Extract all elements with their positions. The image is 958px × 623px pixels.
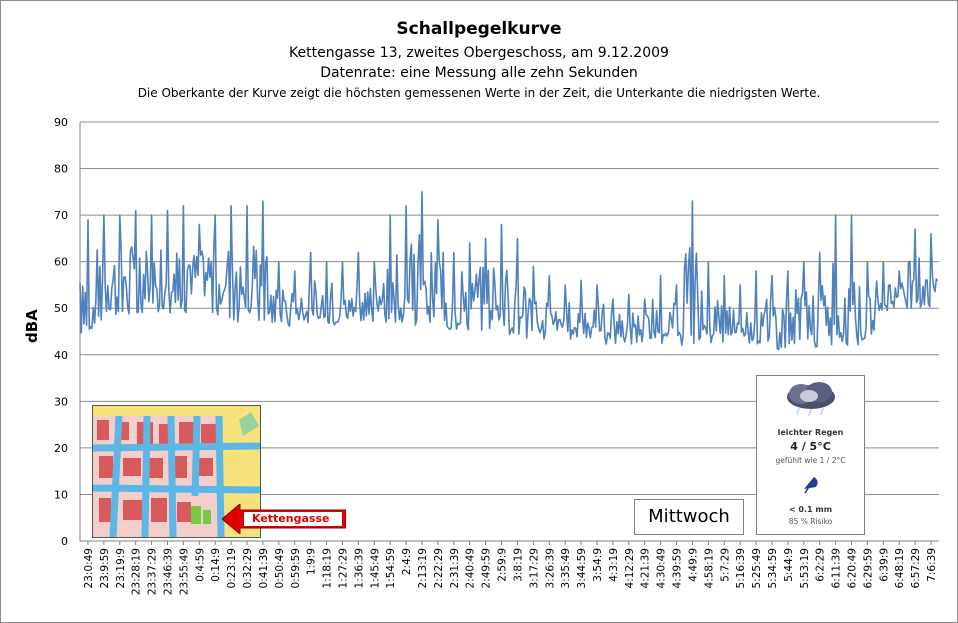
x-tick-label: 2:49:59 (481, 548, 493, 588)
inset-map (92, 405, 261, 538)
weather-risk: 85 % Risiko (788, 517, 833, 526)
chart-subtitle-2: Datenrate: eine Messung alle zehn Sekund… (320, 65, 638, 81)
x-tick-label: 23:46:39 (162, 548, 174, 595)
weather-feels-like: gefühlt wie 1 / 2°C (775, 456, 846, 465)
x-tick-label: 1:9:9 (306, 548, 318, 575)
x-tick-label: 2:40:49 (465, 548, 477, 588)
umbrella-icon (803, 477, 818, 494)
x-tick-label: 6:39:9 (878, 548, 890, 582)
x-tick-label: 0:59:59 (290, 548, 302, 588)
x-tick-label: 0:50:49 (274, 548, 286, 588)
x-tick-label: 3:54:9 (592, 548, 604, 582)
map-label: Kettengasse (250, 512, 332, 526)
x-tick-label: 6:20:49 (847, 548, 859, 588)
x-tick-label: 0:14:9 (210, 548, 222, 582)
rain-cloud-icon (786, 382, 835, 417)
y-tick-label: 50 (54, 302, 68, 315)
title-block: Schallpegelkurve Kettengasse 13, zweites… (0, 18, 958, 101)
y-tick-label: 70 (54, 209, 68, 222)
x-tick-label: 3:17:29 (528, 548, 540, 588)
x-tick-label: 23:19:9 (115, 548, 127, 588)
x-tick-label: 1:18:19 (322, 548, 334, 588)
x-tick-label: 23:55:49 (178, 548, 190, 595)
weather-precipitation: < 0.1 mm (788, 505, 833, 514)
y-tick-label: 40 (54, 349, 68, 362)
x-tick-label: 0:32:29 (242, 548, 254, 588)
x-tick-label: 6:48:19 (894, 548, 906, 588)
x-tick-label: 3:26:39 (544, 548, 556, 588)
y-tick-label: 80 (54, 163, 68, 176)
x-tick-label: 2:4:9 (401, 548, 413, 575)
x-tick-label: 2:59:9 (497, 548, 509, 582)
x-tick-label: 23:28:19 (131, 548, 143, 595)
day-label: Mittwoch (634, 499, 744, 535)
y-tick-label: 0 (61, 535, 68, 548)
x-tick-label: 2:22:29 (433, 548, 445, 588)
x-tick-label: 4:12:29 (624, 548, 636, 588)
y-tick-label: 10 (54, 488, 68, 501)
weather-temperature: 4 / 5°C (790, 440, 831, 453)
weather-condition: leichter Regen (777, 428, 844, 437)
x-tick-label: 4:3:19 (608, 548, 620, 582)
y-tick-label: 30 (54, 395, 68, 408)
x-tick-label: 23:37:29 (147, 548, 159, 595)
x-tick-label: 6:29:59 (862, 548, 874, 588)
x-tick-label: 4:30:49 (656, 548, 668, 588)
x-tick-label: 4:49:9 (687, 548, 699, 582)
y-tick-label: 20 (54, 442, 68, 455)
x-tick-label: 2:13:19 (417, 548, 429, 588)
x-tick-label: 0:23:19 (226, 548, 238, 588)
y-tick-label: 90 (54, 116, 68, 129)
y-axis-title: dBA (23, 309, 41, 343)
x-tick-label: 1:54:59 (385, 548, 397, 588)
chart-subtitle-1: Kettengasse 13, zweites Obergeschoss, am… (289, 45, 669, 61)
weather-widget: leichter Regen 4 / 5°C gefühlt wie 1 / 2… (756, 375, 865, 535)
x-tick-label: 4:21:39 (640, 548, 652, 588)
x-tick-label: 23:9:59 (99, 548, 111, 588)
x-tick-label: 2:31:39 (449, 548, 461, 588)
x-tick-label: 5:25:49 (751, 548, 763, 588)
x-tick-label: 5:44:9 (783, 548, 795, 582)
x-tick-label: 3:44:59 (576, 548, 588, 588)
x-tick-label: 1:45:49 (369, 548, 381, 588)
x-tick-label: 7:6:39 (926, 548, 938, 582)
x-tick-label: 1:36:39 (353, 548, 365, 588)
x-tick-label: 4:39:59 (672, 548, 684, 588)
x-tick-label: 6:11:39 (831, 548, 843, 588)
x-tick-label: 5:16:39 (735, 548, 747, 588)
series-line (79, 191, 939, 351)
x-tick-label: 3:8:19 (512, 548, 524, 582)
x-tick-label: 0:41:39 (258, 548, 270, 588)
x-tick-label: 6:2:29 (815, 548, 827, 582)
x-tick-label: 6:57:29 (910, 548, 922, 588)
x-tick-label: 5:34:59 (767, 548, 779, 588)
x-tick-label: 0:4:59 (194, 548, 206, 582)
chart-title: Schallpegelkurve (396, 19, 562, 39)
x-tick-label: 3:35:49 (560, 548, 572, 588)
x-tick-label: 5:7:29 (719, 548, 731, 582)
x-tick-label: 5:53:19 (799, 548, 811, 588)
x-tick-label: 4:58:19 (703, 548, 715, 588)
chart-subtitle-3: Die Oberkante der Kurve zeigt die höchst… (137, 86, 821, 100)
x-tick-label: 1:27:29 (337, 548, 349, 588)
x-tick-label: 23:0:49 (83, 548, 95, 588)
y-tick-label: 60 (54, 256, 68, 269)
